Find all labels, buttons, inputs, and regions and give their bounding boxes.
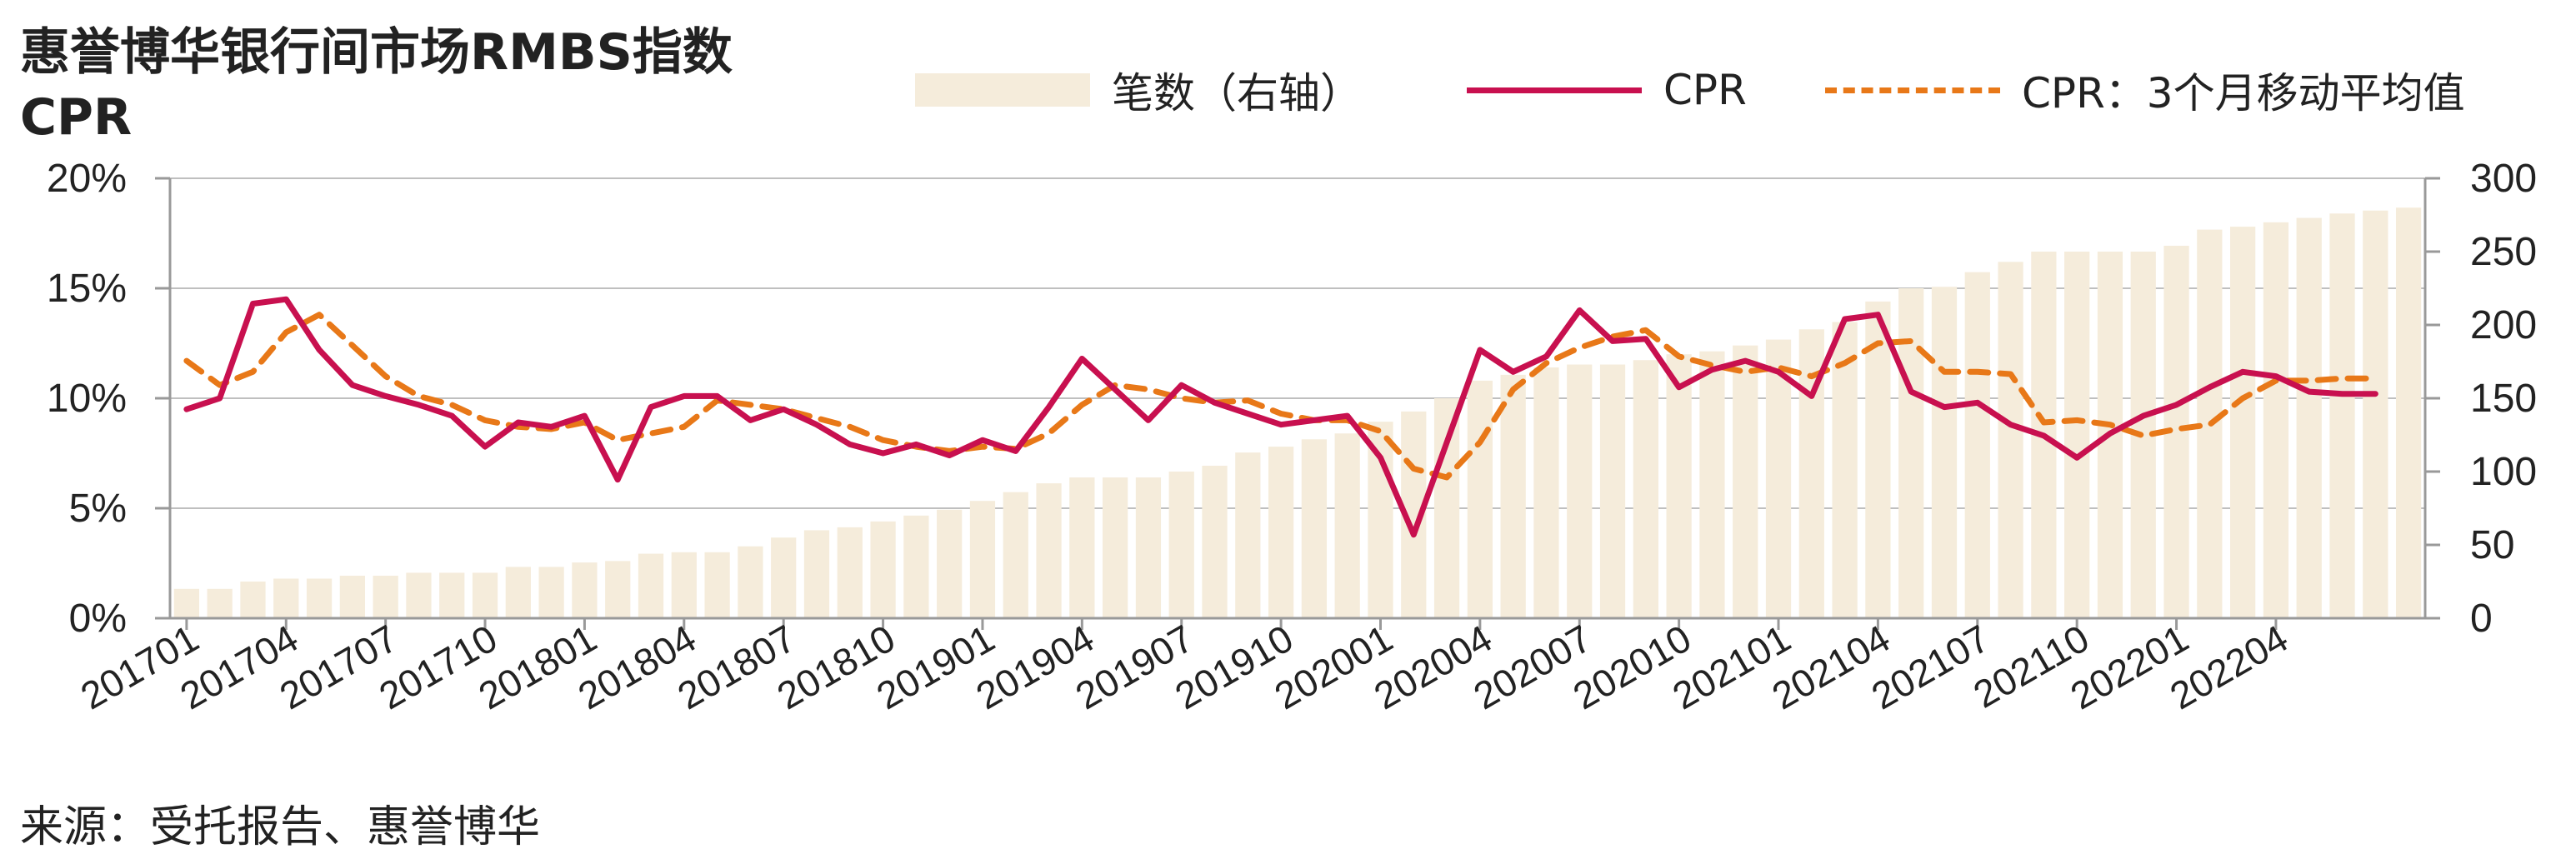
bar-count xyxy=(1633,360,1658,618)
bar-count xyxy=(406,572,432,618)
legend-swatch-bars xyxy=(915,73,1090,107)
legend-swatch-cpr-ma xyxy=(1825,87,2000,93)
bar-count xyxy=(1599,364,1626,618)
y-tick-right: 250 xyxy=(2470,230,2537,274)
bar-count xyxy=(1865,301,1891,618)
bar-count xyxy=(1931,287,1958,618)
y-tick-left: 5% xyxy=(69,487,127,531)
bar-count xyxy=(969,501,996,618)
legend-label-cpr: CPR xyxy=(1663,66,1747,114)
bar-count xyxy=(373,575,398,618)
bar-count xyxy=(1235,452,1261,618)
legend-item-cpr-ma: CPR：3个月移动平均值 xyxy=(1825,57,2465,123)
bar-count xyxy=(505,567,531,618)
y-tick-left: 0% xyxy=(69,597,127,641)
bar-count xyxy=(1334,433,1360,618)
bar-count xyxy=(1433,398,1460,618)
bar-count xyxy=(2263,222,2289,618)
bar-count xyxy=(306,578,333,618)
legend-item-bars: 笔数（右轴） xyxy=(915,57,1362,123)
bar-count xyxy=(803,530,830,618)
bar-count xyxy=(937,509,963,618)
y-tick-right: 50 xyxy=(2470,523,2514,567)
legend-label-cpr-ma: CPR：3个月移动平均值 xyxy=(2022,69,2465,117)
y-tick-right: 200 xyxy=(2470,303,2537,347)
bar-count xyxy=(1898,288,1924,618)
bar-count xyxy=(2230,227,2256,618)
bar-count xyxy=(2363,210,2388,618)
bar-count xyxy=(1765,339,1792,618)
bar-count xyxy=(173,588,200,618)
legend-swatch-cpr xyxy=(1467,87,1642,93)
bar-count xyxy=(1036,483,1062,618)
bar-count xyxy=(1135,477,1162,618)
bar-count xyxy=(1500,374,1526,618)
bar-count xyxy=(1301,439,1328,618)
bar-count xyxy=(2329,213,2355,618)
y-tick-right: 0 xyxy=(2470,597,2493,641)
bar-count xyxy=(605,561,631,618)
bar-count xyxy=(638,553,664,618)
bar-count xyxy=(837,527,863,618)
bar-count xyxy=(2064,252,2090,618)
y-tick-left: 10% xyxy=(47,377,127,421)
bar-count xyxy=(771,537,797,618)
bar-count xyxy=(339,575,365,618)
bar-count xyxy=(1998,262,2023,618)
bar-count xyxy=(207,588,233,618)
y-tick-right: 300 xyxy=(2470,157,2537,201)
rmbs-cpr-chart: 0%5%10%15%20%050100150200250300201701201… xyxy=(47,157,2537,717)
chart-title: 惠誉博华银行间市场RMBS指数 xyxy=(20,23,733,82)
chart-subtitle: CPR xyxy=(20,88,133,147)
bar-count xyxy=(1533,367,1559,618)
bar-count xyxy=(472,572,498,618)
bar-count xyxy=(2296,217,2322,618)
bar-count xyxy=(1467,380,1493,618)
legend-item-cpr: CPR xyxy=(1467,57,1747,123)
bar-count xyxy=(704,552,730,618)
bar-count xyxy=(572,562,598,618)
bar-count xyxy=(671,552,697,618)
bar-count xyxy=(903,515,929,618)
bar-count xyxy=(1567,364,1593,618)
y-tick-left: 20% xyxy=(47,157,127,201)
legend-label-bars: 笔数（右轴） xyxy=(1112,69,1362,117)
bar-count xyxy=(1666,354,1692,618)
bar-count xyxy=(1168,472,1194,618)
bar-count xyxy=(2395,207,2422,618)
y-tick-right: 150 xyxy=(2470,377,2537,421)
bar-count xyxy=(1964,272,1990,618)
bar-count xyxy=(538,567,564,618)
bar-count xyxy=(870,521,896,618)
bar-count xyxy=(1832,322,1858,618)
bar-count xyxy=(1003,492,1028,618)
bar-count xyxy=(1103,477,1128,618)
bar-count xyxy=(1202,465,1228,618)
cpr-line xyxy=(183,296,2378,538)
bar-count xyxy=(439,572,465,618)
bar-count xyxy=(1733,345,1758,618)
source-note: 来源：受托报告、惠誉博华 xyxy=(20,802,541,852)
bar-count xyxy=(240,582,266,618)
bar-count xyxy=(273,578,299,618)
y-tick-right: 100 xyxy=(2470,450,2537,494)
bar-count xyxy=(1069,477,1095,618)
y-tick-left: 15% xyxy=(47,267,127,311)
bar-count xyxy=(738,546,763,618)
bar-count xyxy=(1699,351,1725,618)
bar-count xyxy=(1268,447,1294,618)
